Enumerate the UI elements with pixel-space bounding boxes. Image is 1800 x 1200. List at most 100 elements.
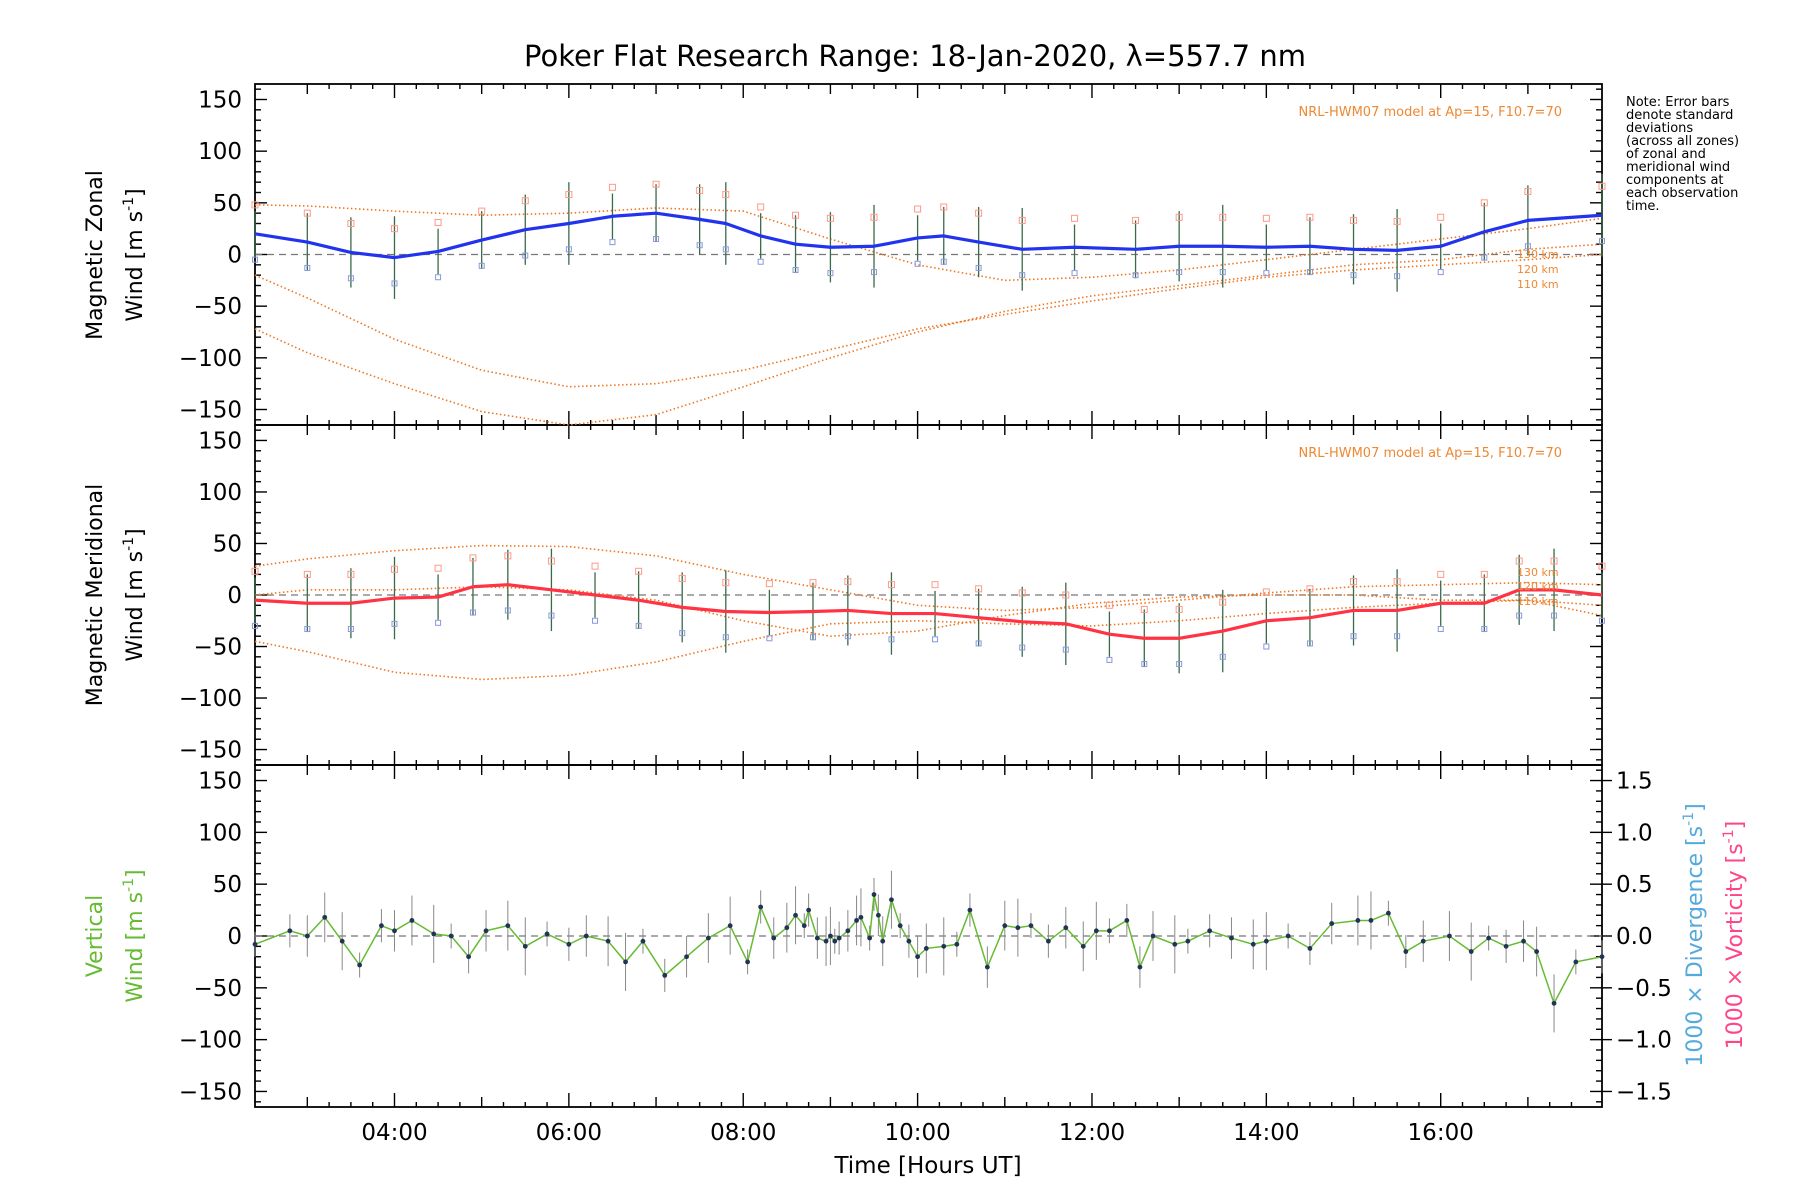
zone-marker [1516,612,1523,619]
vertical-wind-point [505,923,511,929]
zone-marker [678,575,686,583]
y-tick-label: 50 [213,872,242,898]
vorticity-y-label: 1000 × Vorticity [s-1] [1721,821,1748,1049]
meridional-y-label-close: ] [123,528,148,537]
divergence-y-label-unit: [s [1683,826,1708,846]
zone-marker [565,246,572,253]
vertical-wind-point [875,912,881,918]
vertical-wind-point [1107,928,1112,934]
zone-marker [844,633,851,640]
vertical-wind-point [1080,943,1086,949]
vertical-wind-point [1503,943,1509,949]
vertical-wind-point [1385,910,1391,916]
vertical-wind-point [814,935,820,941]
vertical-wind-point [1250,941,1256,947]
zone-marker [887,581,895,589]
zone-marker [1132,216,1140,224]
right-y-tick-label: 0.0 [1616,924,1653,950]
note-line: deviations [1626,121,1694,136]
zone-marker [1219,269,1226,276]
vertical-wind-point [448,933,454,939]
vorticity-y-label-close: ] [1723,821,1748,830]
zone-marker [347,626,354,632]
zonal-model-note: NRL-HWM07 model at Ap=15, F10.7=70 [1299,105,1563,120]
vertical-wind-point [897,923,903,929]
zone-marker [434,218,442,226]
zonal-y-label-unit: [m s [123,211,148,259]
x-tick-label: 14:00 [1233,1120,1299,1146]
divergence-y-label-close: ] [1683,803,1708,812]
note-line: Note: Error bars [1626,95,1730,110]
zone-marker [1480,570,1488,578]
vertical-wind-point [1599,954,1605,960]
x-tick-label: 06:00 [536,1120,602,1146]
vertical-y-label-line2: Wind [123,947,148,1002]
vertical-y-label: Vertical Wind [m s-1] [83,869,148,1002]
svg-text:Wind [m s-1]: Wind [m s-1] [121,188,148,321]
vertical-wind-point [801,923,807,929]
y-tick-label: −100 [179,1028,242,1054]
y-tick-label: 50 [213,531,242,557]
zone-marker [1481,626,1488,632]
model-curve-110km [254,243,1603,426]
zone-marker [1219,598,1227,606]
zone-marker [888,636,895,643]
meridional-y-label-exp: -1 [121,537,137,551]
zone-marker [521,197,529,205]
vertical-wind-point [1093,928,1099,934]
zone-marker [975,640,982,647]
zonal-y-label-line1: Magnetic Zonal [83,170,108,340]
vertical-wind-point [392,928,397,934]
vertical-wind-point [727,923,733,929]
vertical-y-label-line1: Vertical [83,895,108,977]
zone-marker [1350,633,1357,640]
vertical-wind-point [1486,935,1492,941]
vertical-wind-point [1172,941,1178,947]
zone-marker [1219,213,1227,221]
zone-marker [1018,216,1026,224]
right-y-tick-label: −1.5 [1616,1079,1672,1105]
vertical-wind-point [566,941,572,947]
vertical-wind-point [640,938,646,944]
vertical-wind-point [784,925,790,931]
meridional-y-label: Magnetic Meridional Wind [m s-1] [83,484,148,706]
zone-marker [679,630,686,637]
y-tick-label: 150 [198,428,242,454]
zone-marker [391,280,398,287]
vertical-wind-point [923,946,929,951]
zonal-y-label: Magnetic Zonal Wind [m s-1] [83,170,148,340]
zone-marker [1306,640,1313,647]
vorticity-y-label-exp: -1 [1721,829,1737,843]
vorticity-y-label-text: 1000 × Vorticity [1723,870,1748,1049]
model-curve-120km [254,253,1603,388]
zone-marker [1599,238,1605,245]
vertical-wind-point [1028,923,1034,929]
zonal-alt-120: 120 km [1517,263,1559,276]
zone-marker [303,570,311,578]
error-bar-note: Note: Error bars denote standard deviati… [1626,96,1796,213]
zone-marker [1481,254,1488,261]
zone-marker [1306,213,1314,221]
x-tick-label: 08:00 [710,1120,776,1146]
y-tick-label: −100 [179,346,242,372]
zone-marker [722,246,729,253]
zone-marker [940,258,947,265]
zone-marker [251,201,259,209]
vertical-wind-point [954,941,960,947]
zone-marker [635,567,643,575]
zone-marker [1515,557,1523,565]
vertical-wind-point [605,938,611,944]
zone-marker [522,252,529,259]
zone-marker [347,570,355,578]
zone-marker [1437,570,1445,578]
zone-marker [1263,643,1270,650]
model-curve-130km [254,204,1603,282]
zone-marker [1175,213,1183,221]
zone-marker [1263,270,1270,277]
y-tick-labels: 150 100 50 0 −50 −100 −150 150 100 50 0 −50 −100 −150… [179,88,1672,1106]
vertical-wind-point [522,943,528,949]
zone-marker [792,211,800,219]
x-tick-labels: 04:00 06:00 08:00 10:00 12:00 14:00 16:00 [361,1120,1474,1146]
note-line: time. [1626,199,1660,214]
vertical-wind-point [287,928,293,934]
